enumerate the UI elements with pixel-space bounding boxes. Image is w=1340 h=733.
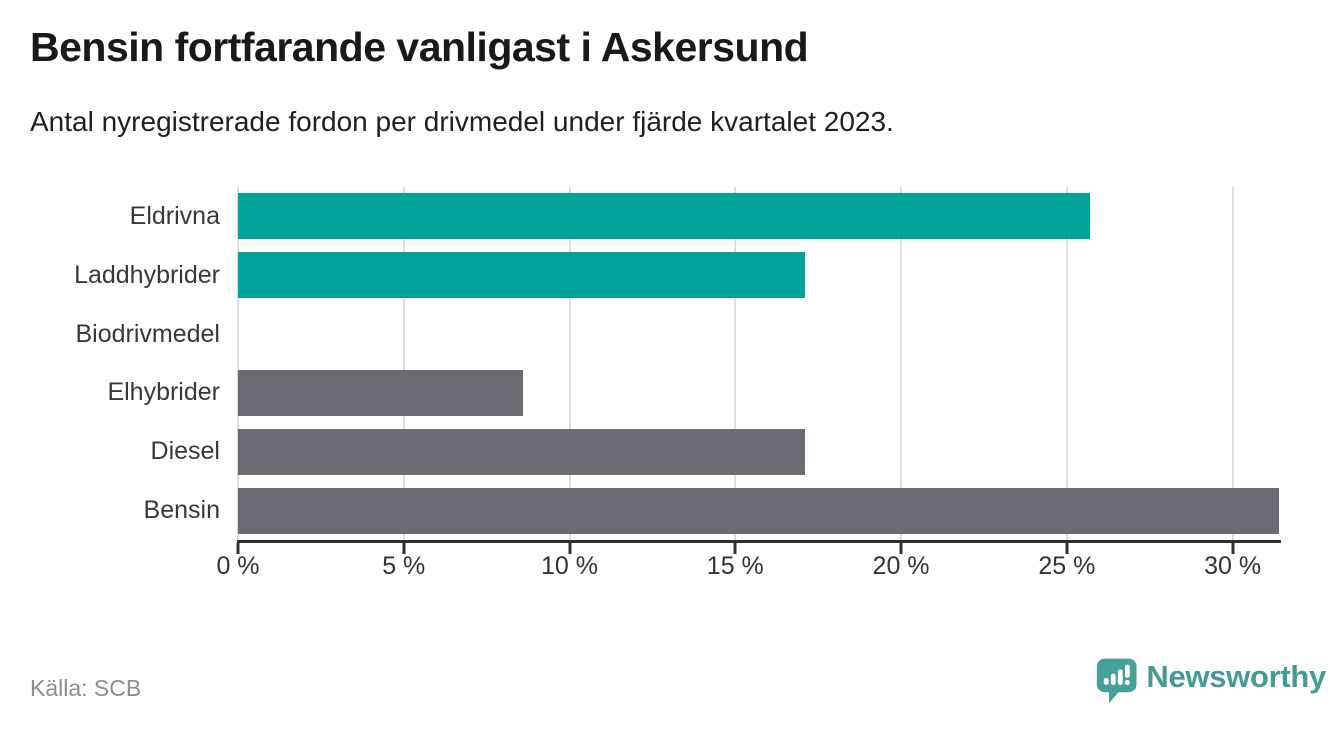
category-label: Biodrivmedel bbox=[75, 319, 220, 348]
x-axis-ticks bbox=[236, 543, 1280, 554]
x-tick bbox=[402, 543, 406, 554]
bar bbox=[238, 428, 805, 475]
bar bbox=[238, 193, 1091, 240]
x-tick bbox=[568, 543, 572, 554]
plot-area bbox=[237, 187, 1280, 540]
gridline bbox=[1231, 187, 1234, 540]
category-label: Elhybrider bbox=[107, 378, 220, 407]
gridline bbox=[237, 187, 239, 540]
chart-title: Bensin fortfarande vanligast i Askersund bbox=[30, 24, 809, 70]
category-labels: Eldrivna Laddhybrider Biodrivmedel Elhybrid… bbox=[0, 187, 220, 540]
gridline bbox=[734, 187, 737, 540]
x-tick-label: 20 % bbox=[872, 552, 930, 580]
x-tick-label: 25 % bbox=[1038, 552, 1096, 580]
x-axis-tick-labels: 0 % 5 % 10 % 15 % 20 % 25 % 30 % bbox=[216, 552, 1280, 582]
x-tick bbox=[236, 543, 240, 554]
x-axis-line bbox=[237, 540, 1281, 543]
x-tick-label: 30 % bbox=[1204, 552, 1262, 580]
bar bbox=[238, 252, 805, 299]
gridline bbox=[1065, 187, 1068, 540]
category-label: Laddhybrider bbox=[74, 260, 220, 289]
gridline bbox=[900, 187, 903, 540]
x-tick-label: 5 % bbox=[382, 552, 426, 580]
gridline bbox=[568, 187, 571, 540]
x-tick bbox=[1065, 543, 1069, 554]
x-tick-label: 0 % bbox=[216, 552, 260, 580]
source-text: Källa: SCB bbox=[30, 675, 142, 701]
x-tick bbox=[733, 543, 737, 554]
bar bbox=[238, 487, 1279, 534]
x-tick-label: 10 % bbox=[541, 552, 599, 580]
newsworthy-logo-text: Newsworthy bbox=[1146, 659, 1326, 694]
x-tick bbox=[899, 543, 903, 554]
newsworthy-logo-icon bbox=[1096, 658, 1137, 704]
gridline bbox=[402, 187, 405, 540]
bar bbox=[238, 369, 524, 416]
x-tick-label: 15 % bbox=[706, 552, 764, 580]
category-label: Bensin bbox=[143, 496, 220, 525]
x-tick bbox=[1231, 543, 1235, 554]
chart-subtitle: Antal nyregistrerade fordon per drivmede… bbox=[30, 106, 894, 137]
category-label: Eldrivna bbox=[129, 201, 220, 230]
category-label: Diesel bbox=[150, 437, 220, 466]
newsworthy-logo: Newsworthy bbox=[1096, 654, 1326, 710]
